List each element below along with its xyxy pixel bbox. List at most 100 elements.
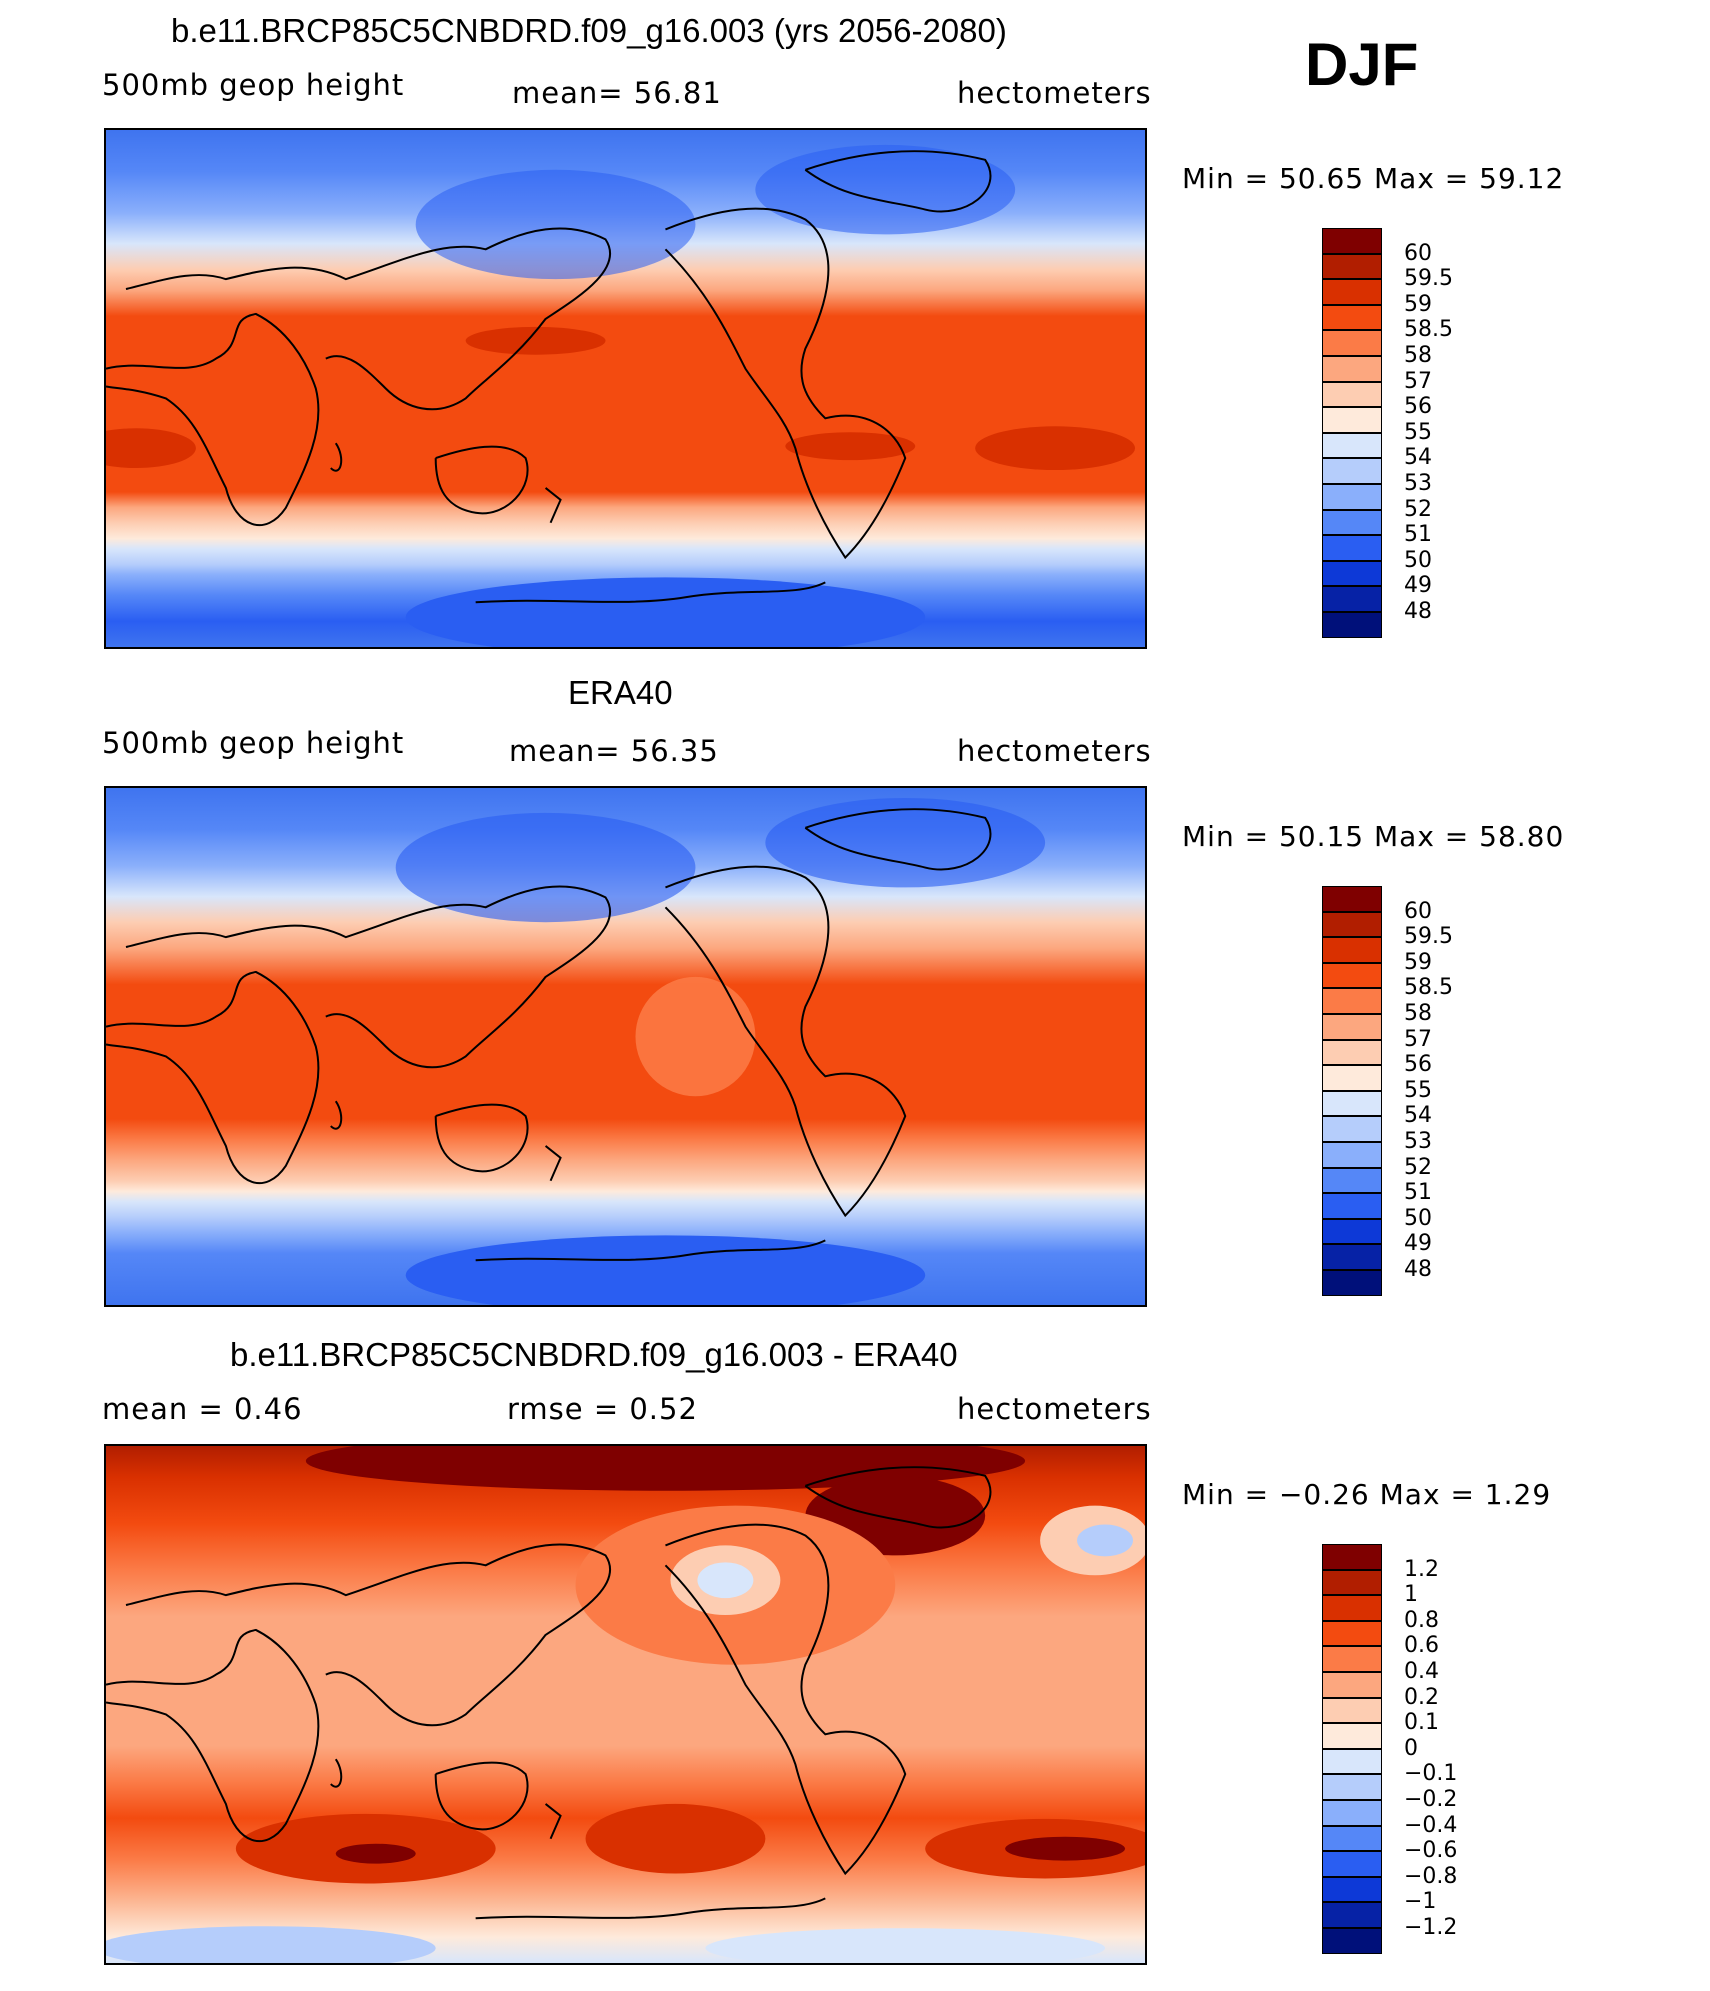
panel-2-colorbar-swatch — [1322, 1167, 1382, 1194]
panel-2-colorbar-label: 49 — [1404, 1231, 1432, 1257]
panel-3-colorbar-swatch — [1322, 1774, 1382, 1800]
panel-1-map — [104, 128, 1147, 649]
panel-1-colorbar-label: 50 — [1404, 547, 1432, 573]
panel-1-colorbar-label: 57 — [1404, 368, 1432, 394]
panel-3-mean-label: mean = 0.46 — [102, 1392, 303, 1426]
panel-1-colorbar-label: 51 — [1404, 522, 1432, 548]
panel-1-colorbar-swatch — [1322, 484, 1382, 510]
panel-1-colorbar-label: 58.5 — [1404, 317, 1453, 343]
panel-3-max-southern-pacific — [585, 1803, 766, 1874]
panel-1-colorbar-label: 53 — [1404, 471, 1432, 496]
panel-2-colorbar-swatch — [1322, 911, 1382, 938]
panel-3-low-atlantic-core — [1077, 1524, 1134, 1557]
panel-3-colorbar-label: −0.8 — [1404, 1863, 1458, 1889]
panel-3-low-antarctic-west — [106, 1926, 436, 1963]
panel-2-coastlines — [106, 808, 992, 1262]
panel-1-colorbar-label: 56 — [1404, 394, 1432, 420]
panel-2-colorbar-swatch — [1322, 962, 1382, 989]
panel-1-colorbar-swatch — [1322, 560, 1382, 587]
panel-2-colorbar-swatch — [1322, 1039, 1382, 1066]
panel-1-colorbar-label: 55 — [1404, 419, 1432, 445]
panel-1-colorbar-swatch — [1322, 407, 1382, 433]
panel-3-colorbar-swatch — [1322, 1902, 1382, 1928]
panel-1-colorbar-label: 48 — [1404, 599, 1432, 624]
panel-2-colorbar-swatch — [1322, 1218, 1382, 1245]
panel-1-colorbar-swatch — [1322, 458, 1382, 484]
panel-1-max-atlantic — [975, 426, 1136, 471]
panel-2-colorbar-swatch — [1322, 1193, 1382, 1219]
panel-3-colorbar-swatch — [1322, 1876, 1382, 1903]
panel-3-colorbar-label: 0.4 — [1404, 1659, 1439, 1684]
panel-1-title: b.e11.BRCP85C5CNBDRD.f09_g16.003 (yrs 20… — [171, 12, 1007, 49]
panel-1-coastlines — [106, 150, 992, 604]
panel-1-colorbar-swatch — [1322, 279, 1382, 305]
panel-3-colorbar-label: 0.2 — [1404, 1684, 1439, 1710]
panel-3-map — [104, 1444, 1147, 1965]
panel-1-colorbar-swatch — [1322, 304, 1382, 331]
panel-2-colorbar-label: 54 — [1404, 1103, 1432, 1129]
panel-2-colorbar-label: 58 — [1404, 1001, 1432, 1026]
panel-3-colorbar-swatch — [1322, 1544, 1382, 1570]
panel-2-weak-pacific — [635, 976, 756, 1097]
panel-3-colorbar-swatch — [1322, 1595, 1382, 1621]
panel-3-colorbar-swatch — [1322, 1800, 1382, 1826]
panel-1-colorbar-swatch — [1322, 228, 1382, 254]
panel-2-trough-asia — [395, 812, 696, 923]
panel-3-colorbar-label: 1.2 — [1404, 1556, 1439, 1582]
panel-3-coastlines — [106, 1466, 992, 1920]
panel-3-colorbar-label: −1 — [1404, 1889, 1437, 1915]
panel-1-trough-asia — [415, 169, 696, 280]
panel-1-colorbar-swatch — [1322, 432, 1382, 459]
panel-2-title: ERA40 — [568, 674, 673, 711]
panel-2-colorbar-label: 60 — [1404, 898, 1432, 924]
panel-2-colorbar-swatch — [1322, 886, 1382, 912]
panel-2-colorbar-swatch — [1322, 937, 1382, 963]
panel-1-max-epacific — [785, 432, 916, 461]
panel-2-units-label: hectometers — [957, 734, 1152, 768]
panel-2-colorbar-swatch — [1322, 1244, 1382, 1270]
panel-3-colorbar-swatch — [1322, 1928, 1382, 1954]
panel-2-colorbar-swatch — [1322, 1142, 1382, 1168]
panel-2-colorbar-swatch — [1322, 1116, 1382, 1142]
panel-3-colorbar-label: 0.1 — [1404, 1710, 1439, 1736]
panel-2-mean-label: mean= 56.35 — [509, 734, 719, 768]
panel-3-colorbar-swatch — [1322, 1646, 1382, 1672]
panel-1-minmax: Min = 50.65 Max = 59.12 — [1182, 162, 1565, 195]
panel-2-colorbar-label: 59.5 — [1404, 924, 1453, 950]
panel-2-colorbar-label: 53 — [1404, 1129, 1432, 1154]
panel-2-trough-america — [765, 797, 1046, 888]
panel-3-low-antarctic-east — [705, 1928, 1105, 1963]
panel-3-colorbar-label: −0.6 — [1404, 1838, 1458, 1864]
panel-2-colorbar-label: 52 — [1404, 1154, 1432, 1180]
panel-2-colorbar-swatch — [1322, 1090, 1382, 1117]
panel-2-colorbar-label: 56 — [1404, 1052, 1432, 1078]
panel-3-colorbar-swatch — [1322, 1723, 1382, 1749]
panel-1-trough-america — [755, 144, 1016, 235]
panel-2-colorbar-swatch — [1322, 1065, 1382, 1091]
panel-1-colorbar-swatch — [1322, 330, 1382, 356]
panel-3-title: b.e11.BRCP85C5CNBDRD.f09_g16.003 - ERA40 — [230, 1336, 958, 1373]
panel-3-max-southern-indian-core — [335, 1843, 416, 1864]
panel-2-colorbar: 60 59.5 59 58.5 58 57 56 55 54 53 52 51 … — [1322, 886, 1453, 1296]
panel-1-colorbar-label: 60 — [1404, 240, 1432, 266]
panel-3-colorbar-swatch — [1322, 1620, 1382, 1647]
panel-1-colorbar-label: 52 — [1404, 496, 1432, 522]
panel-3-field — [106, 1446, 1145, 1963]
panel-1-variable-label: 500mb geop height — [102, 68, 405, 102]
panel-1-max-pacific — [465, 326, 606, 355]
panel-2-colorbar-swatch — [1322, 988, 1382, 1014]
panel-1-colorbar-label: 54 — [1404, 445, 1432, 471]
panel-3-colorbar-swatch — [1322, 1748, 1382, 1775]
panel-1-colorbar: 60 59.5 59 58.5 58 57 56 55 54 53 52 51 … — [1322, 228, 1453, 638]
panel-3-colorbar-label: −1.2 — [1404, 1915, 1458, 1940]
panel-1-colorbar-label: 59 — [1404, 291, 1432, 317]
panel-2-map — [104, 786, 1147, 1307]
panel-2-colorbar-label: 59 — [1404, 949, 1432, 975]
panel-1-colorbar-label: 49 — [1404, 573, 1432, 599]
panel-3-colorbar-swatch — [1322, 1672, 1382, 1698]
panel-3-minmax: Min = −0.26 Max = 1.29 — [1182, 1478, 1552, 1511]
panel-2-colorbar-label: 51 — [1404, 1180, 1432, 1206]
panel-2-colorbar-swatch — [1322, 1270, 1382, 1296]
panel-3-colorbar: 1.2 1 0.8 0.6 0.4 0.2 0.1 0 −0.1 −0.2 −0… — [1322, 1544, 1457, 1954]
panel-1-colorbar-label: 59.5 — [1404, 266, 1453, 292]
